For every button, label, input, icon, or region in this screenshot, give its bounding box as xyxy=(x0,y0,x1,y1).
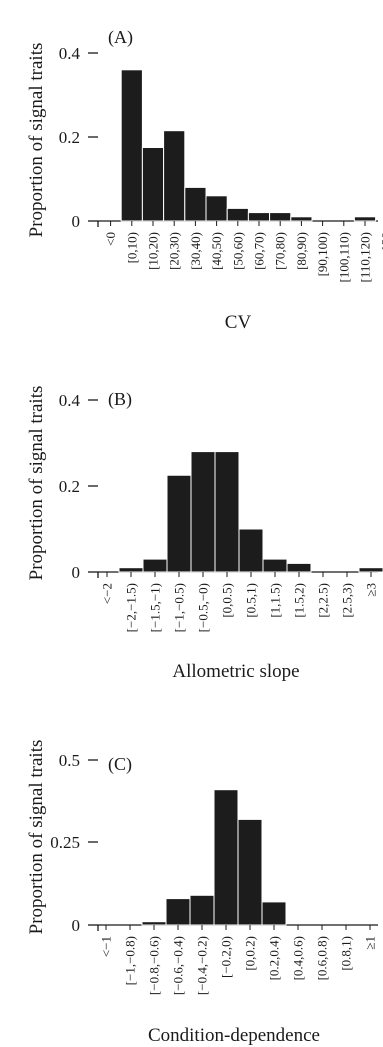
panel-a-x-tick-label: [30,40) xyxy=(188,232,203,270)
panel-c-x-tick-label: [−1,−0.8) xyxy=(123,936,138,985)
panel-a: Proportion of signal traits (A) 0 0.2 0.… xyxy=(26,27,383,333)
panel-a-x-tick-label: [110,120) xyxy=(358,232,373,282)
panel-c-y-ticks: 0 0.25 0.5 xyxy=(50,751,99,935)
panel-a-bar xyxy=(205,195,228,222)
panel-c-x-tick-labels: <−1 [−1,−0.8) [−0.8,−0.6) [−0.6,−0.4) [−0.4,… xyxy=(99,925,378,995)
panel-a-bar xyxy=(353,216,377,222)
panel-b-bar xyxy=(214,451,240,573)
panel-a-x-tick-labels: <0 [0,10) [10,20) [20,30) [30,40) [40,50) [50,… xyxy=(103,221,383,282)
panel-c-x-tick-label: [0,0.2) xyxy=(243,936,258,971)
panel-c-bar xyxy=(189,894,215,926)
panel-b-x-tick-label: [1,1.5) xyxy=(268,583,283,618)
panel-b-bar xyxy=(262,558,288,573)
panel-b: Proportion of signal traits (B) 0 0.2 0.… xyxy=(26,386,383,682)
panel-a-bar xyxy=(184,186,207,222)
panel-c-bar xyxy=(213,789,239,926)
panel-c-ytick-label: 0.25 xyxy=(50,833,80,852)
panel-a-y-ticks: 0 0.2 0.4 xyxy=(59,44,99,231)
panel-a-x-tick-label: [50,60) xyxy=(230,232,245,270)
panel-a-x-tick-label: [40,50) xyxy=(209,232,224,270)
panel-a-label: (A) xyxy=(108,27,133,48)
panel-a-bar xyxy=(247,212,271,222)
panel-b-x-tick-label: [−1,−0.5) xyxy=(172,583,187,632)
panel-b-x-tick-label: [−1.5,−1) xyxy=(148,583,163,632)
panel-a-x-tick-label: [10,20) xyxy=(146,232,161,270)
panel-c-x-tick-label: [−0.2,0) xyxy=(219,936,234,978)
panel-b-x-tick-label: [0.5,1) xyxy=(244,583,259,618)
panel-b-bar xyxy=(238,528,264,573)
panel-b-bar xyxy=(142,558,168,573)
panel-c-bar xyxy=(237,818,263,926)
panel-c-xlabel: Condition-dependence xyxy=(148,1025,320,1046)
panel-a-x-tick-label: [60,70) xyxy=(252,232,267,270)
panel-a-x-tick-label: [100,110) xyxy=(336,232,351,282)
panel-c-x-tick-label: <−1 xyxy=(99,936,114,957)
panel-a-ylabel: Proportion of signal traits xyxy=(26,43,47,238)
panel-b-ytick-label: 0.4 xyxy=(59,391,81,410)
panel-a-x-tick-label: [0,10) xyxy=(124,232,139,263)
panel-c-bar xyxy=(261,901,287,926)
panel-a-bar xyxy=(226,207,249,222)
panel-a-bar xyxy=(290,216,313,222)
panel-c-label: (C) xyxy=(108,754,132,775)
panel-b-x-tick-label: [0,0.5) xyxy=(220,583,235,618)
panel-c-ytick-label: 0 xyxy=(72,916,81,935)
panel-b-bar xyxy=(286,562,312,573)
panel-c-x-tick-label: [0.8,1) xyxy=(339,936,354,971)
panel-b-x-tick-label: ≥3 xyxy=(364,583,379,597)
panel-b-x-tick-label: <−2 xyxy=(100,583,115,604)
panel-b-x-tick-label: [2.5,3) xyxy=(340,583,355,618)
panel-c-ylabel: Proportion of signal traits xyxy=(26,740,47,935)
panel-a-x-tick-label: ≥120 xyxy=(379,232,383,259)
panel-b-bar xyxy=(358,567,383,573)
panel-a-bar xyxy=(141,147,165,222)
panel-c-x-tick-label: ≥1 xyxy=(363,936,378,950)
panel-b-ytick-label: 0.2 xyxy=(59,477,80,496)
panel-c-x-tick-label: [0.2,0.4) xyxy=(267,936,282,980)
panel-b-bar xyxy=(190,451,216,573)
panel-a-bar xyxy=(269,212,292,222)
panel-c-bar xyxy=(141,921,167,926)
panel-b-y-ticks: 0 0.2 0.4 xyxy=(59,391,99,582)
panel-c-bar xyxy=(165,898,191,926)
panel-c-x-tick-label: [−0.4,−0.2) xyxy=(195,936,210,995)
panel-b-xlabel: Allometric slope xyxy=(172,661,299,682)
panel-a-ytick-label: 0 xyxy=(72,212,81,231)
panel-a-x-tick-label: [80,90) xyxy=(294,232,309,270)
panel-b-ylabel: Proportion of signal traits xyxy=(26,386,47,581)
panel-a-bars xyxy=(120,69,377,222)
panel-c-bars xyxy=(141,789,287,926)
panel-b-x-tick-label: [1.5,2) xyxy=(292,583,307,618)
panel-b-x-tick-label: [2,2.5) xyxy=(316,583,331,618)
panel-a-ytick-label: 0.4 xyxy=(59,44,81,63)
panel-a-x-tick-label: <0 xyxy=(103,232,118,246)
panel-b-ytick-label: 0 xyxy=(72,563,81,582)
panel-a-xlabel: CV xyxy=(225,312,252,333)
panel-a-ytick-label: 0.2 xyxy=(59,128,80,147)
panel-a-x-tick-label: [20,30) xyxy=(167,232,182,270)
panel-b-x-tick-label: [−2,−1.5) xyxy=(124,583,139,632)
panel-b-bar xyxy=(166,474,192,573)
panel-b-label: (B) xyxy=(108,389,132,410)
panel-c-ytick-label: 0.5 xyxy=(59,751,80,770)
panel-a-bar xyxy=(120,69,143,222)
panel-c-x-tick-label: [0.6,0.8) xyxy=(315,936,330,980)
panel-a-bar xyxy=(163,130,186,222)
panel-a-x-tick-label: [70,80) xyxy=(273,232,288,270)
panel-b-x-tick-labels: <−2 [−2,−1.5) [−1.5,−1) [−1,−0.5) [−0.5,−0) [… xyxy=(100,572,379,632)
panel-b-bar xyxy=(118,567,144,573)
panel-b-bars xyxy=(118,451,383,573)
panel-c-x-tick-label: [−0.6,−0.4) xyxy=(171,936,186,995)
panel-c: Proportion of signal traits (C) 0 0.25 0… xyxy=(26,740,378,1046)
panel-a-x-tick-label: [90,100) xyxy=(315,232,330,276)
panel-b-x-tick-label: [−0.5,−0) xyxy=(196,583,211,632)
panel-c-x-tick-label: [0.4,0.6) xyxy=(291,936,306,980)
panel-c-x-tick-label: [−0.8,−0.6) xyxy=(147,936,162,995)
